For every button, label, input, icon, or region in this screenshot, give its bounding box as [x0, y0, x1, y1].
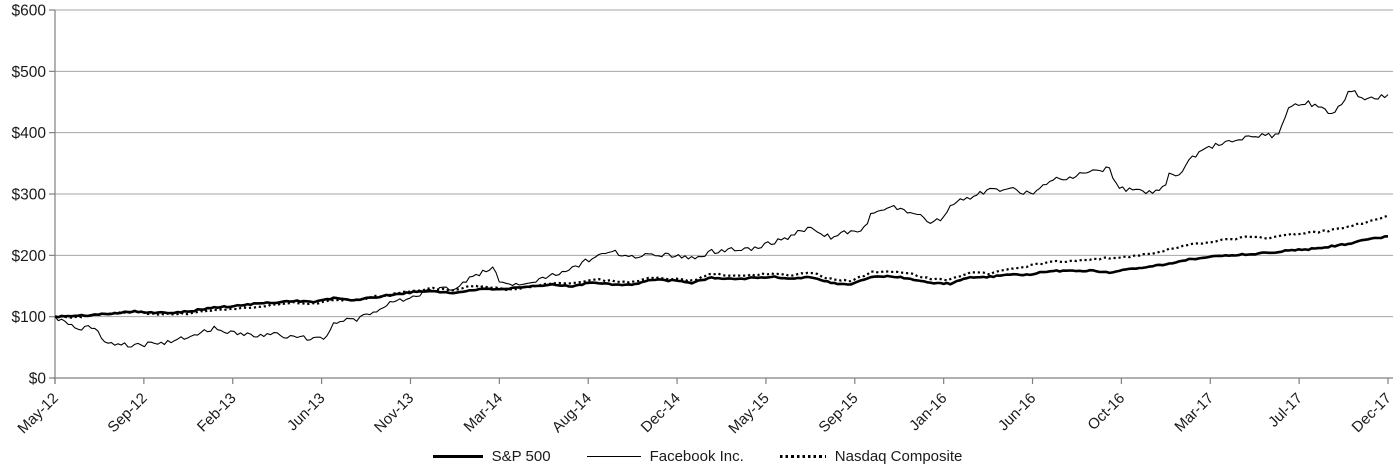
- y-tick-label: $200: [12, 248, 47, 265]
- x-tick-label: Mar-14: [461, 390, 507, 436]
- legend-line-sample-facebook: [586, 456, 641, 457]
- y-tick-label: $600: [12, 3, 47, 20]
- x-tick-label: May-15: [725, 390, 772, 437]
- x-tick-label: Mar-17: [1171, 390, 1217, 436]
- x-tick-label: Jun-16: [995, 390, 1039, 434]
- x-tick-label: Feb-13: [194, 390, 240, 436]
- x-tick-label: Jul-17: [1265, 390, 1306, 431]
- x-tick-label: Aug-14: [549, 390, 595, 436]
- legend-item-facebook: Facebook Inc.: [586, 448, 744, 465]
- series-line-s-p-500: [54, 235, 1389, 319]
- y-tick-label: $100: [12, 309, 47, 326]
- y-tick-label: $400: [12, 125, 47, 142]
- chart-legend: S&P 500 Facebook Inc. Nasdaq Composite: [0, 448, 1395, 465]
- x-tick-label: Jun-13: [284, 390, 328, 434]
- x-tick-label: Dec-14: [638, 390, 684, 436]
- legend-item-nasdaq: Nasdaq Composite: [779, 448, 963, 465]
- x-tick-label: Dec-17: [1349, 390, 1395, 436]
- x-tick-label: Oct-16: [1084, 390, 1128, 434]
- legend-label-facebook: Facebook Inc.: [649, 448, 744, 465]
- y-tick-label: $500: [12, 64, 47, 81]
- series-line-facebook-inc: [54, 90, 1389, 348]
- legend-label-nasdaq: Nasdaq Composite: [834, 448, 963, 465]
- x-tick-label: Jan-16: [906, 390, 950, 434]
- legend-line-sample-sp500: [432, 455, 483, 458]
- legend-label-sp500: S&P 500: [491, 448, 551, 465]
- y-tick-label: $0: [29, 371, 47, 388]
- x-tick-label: May-12: [14, 390, 61, 437]
- x-tick-label: Sep-15: [815, 390, 861, 436]
- y-tick-label: $300: [12, 187, 47, 204]
- x-tick-label: Sep-12: [104, 390, 150, 436]
- legend-item-sp500: S&P 500: [432, 448, 551, 465]
- legend-line-sample-nasdaq: [779, 455, 826, 458]
- x-tick-label: Nov-13: [371, 390, 417, 436]
